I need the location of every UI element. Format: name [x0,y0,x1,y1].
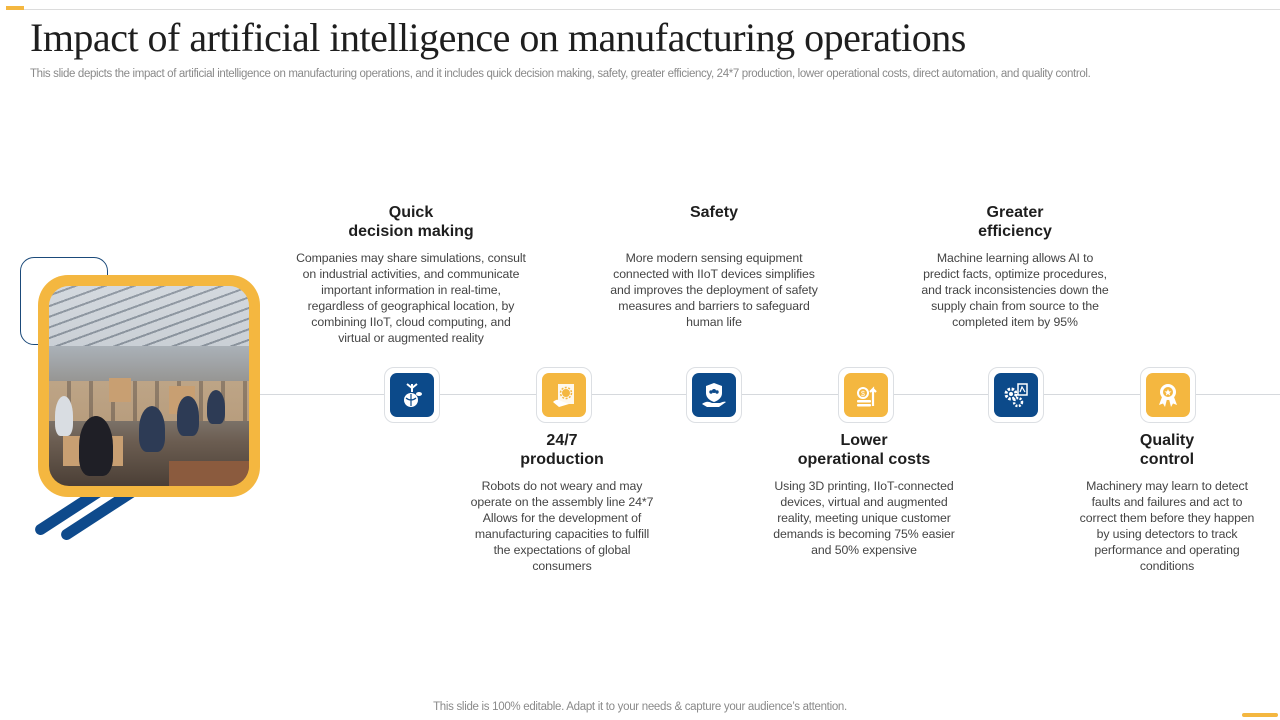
factory-photo [49,286,249,486]
item-quality-control: Quality control Machinery may learn to de… [1056,431,1278,574]
node-quick-decision-making [384,367,440,423]
item-description: Companies may share simulations, consult… [296,251,526,345]
node-quality-control [1140,367,1196,423]
item-title: 24/7 production [520,432,604,468]
node-lower-operational-costs: $ [838,367,894,423]
photo-frame [38,275,260,497]
item-title: Quick decision making [348,204,474,240]
item-description: More modern sensing equipment connected w… [610,251,818,329]
node-24-7-production [536,367,592,423]
item-title: Quality control [1139,432,1195,468]
item-title: Greater efficiency [978,204,1052,240]
node-greater-efficiency [988,367,1044,423]
item-description: Using 3D printing, IIoT-connected devices… [773,479,955,557]
svg-text:$: $ [861,391,865,398]
node-safety [686,367,742,423]
item-24-7-production: 24/7 production Robots do not weary and m… [448,431,676,574]
shield-people-hand-icon [702,383,726,407]
gears-document-icon [1004,383,1028,408]
item-quick-decision-making: Quick decision making Companies may share… [280,203,542,346]
item-safety: Safety More modern sensing equipment conn… [590,203,838,330]
top-accent-bar [6,6,24,10]
coins-growth-arrow-icon: $ [857,386,877,407]
footer-note: This slide is 100% editable. Adapt it to… [433,701,847,713]
page-title: Impact of artificial intelligence on man… [30,15,966,60]
item-title: Lower operational costs [797,432,931,468]
item-greater-efficiency: Greater efficiency Machine learning allow… [895,203,1135,330]
decision-tree-globe-icon [404,383,422,407]
bottom-accent-bar [1242,713,1278,717]
item-description: Machinery may learn to detect faults and … [1079,479,1255,573]
item-description: Robots do not weary and may operate on th… [470,479,654,573]
item-lower-operational-costs: Lower operational costs Using 3D printing… [752,431,976,558]
page-subtitle: This slide depicts the impact of artific… [30,68,1091,80]
gear-document-hand-icon [553,384,574,407]
item-description: Machine learning allows AI to predict fac… [921,251,1109,329]
item-title: Safety [689,204,739,221]
timeline-line [260,394,1280,395]
award-ribbon-icon [1159,384,1177,407]
top-divider [24,9,1280,10]
